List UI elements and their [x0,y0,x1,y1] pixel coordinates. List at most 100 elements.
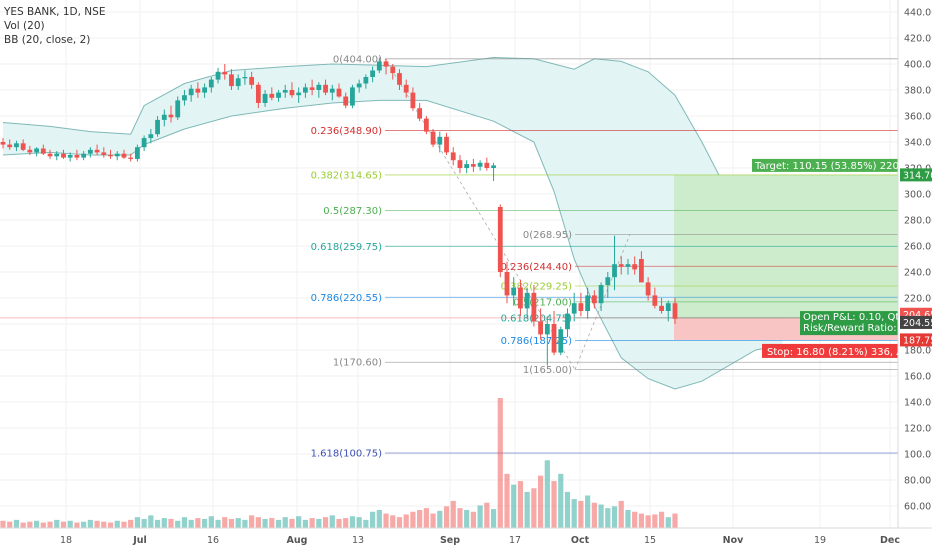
time-axis-tick: 13 [352,535,364,546]
candle-body [390,66,396,74]
stop-label-box [762,343,898,358]
volume-bar [417,509,423,528]
candle-body [430,131,436,145]
pnl-label-box [800,311,898,336]
candle-body [81,153,87,158]
candle-body [518,287,523,309]
candle-body [356,83,362,88]
volume-bar [437,510,443,528]
candle-body [114,153,120,157]
candle-body [417,108,423,119]
candle-body [376,61,382,71]
volume-bar [181,517,188,528]
candle-body [336,88,342,97]
candle-body [202,87,207,93]
risk-reward-label: Risk/Reward Ratio: 6. [803,323,909,334]
volume-bar [202,518,208,528]
candle-body [208,79,214,88]
volume-bar [672,513,678,528]
bollinger-upper-line [2,56,783,252]
candle-body [94,149,100,153]
price-axis-tick: 280.00 [904,216,932,227]
candle-body [329,88,335,93]
candle-body [276,92,281,98]
volume-bar [0,520,6,528]
price-axis-tick: 80.00 [904,476,931,487]
candle-body [235,78,241,87]
volume-bar [598,504,604,528]
volume-bar [269,518,275,528]
candle-body [108,155,113,157]
candle-body [128,157,134,159]
volume-bar [531,488,537,528]
candle-body [161,114,167,120]
fib-level-label: 0(268.95) [523,230,572,241]
volume-bar [538,475,544,528]
price-axis-tick: 400.00 [904,60,932,71]
volume-indicator-label[interactable]: Vol (20) [4,20,45,32]
price-axis-tick: 220.00 [904,294,932,305]
volume-bar [632,511,638,528]
candle-body [249,77,255,85]
candle-body [61,153,66,158]
volume-bar [625,509,631,528]
volume-bar [591,502,597,528]
candle-body [7,144,13,148]
target-label: Target: 110.15 (53.85%) 2203, A [754,161,919,172]
entry-price-tag-box [900,315,932,329]
candle-body [403,84,409,93]
candle-body [457,160,463,168]
price-axis-tick: 340.00 [904,138,932,149]
price-axis-tick: 180.00 [904,346,932,357]
time-axis-tick: Aug [287,535,308,546]
price-axis-tick: 120.00 [904,424,932,435]
volume-bar [464,509,470,528]
volume-bar [504,473,510,528]
volume-bar [645,515,651,528]
volume-bar [128,519,134,528]
volume-bar [665,517,671,528]
candle-body [255,84,261,103]
volume-bar [275,519,282,528]
volume-bar [161,518,167,528]
candle-body [282,90,288,93]
candle-body [135,147,140,159]
fib-level-label: 0.618(204.75) [501,313,573,324]
candle-body [303,87,308,93]
volume-bar [235,518,241,528]
fib-level-label: 0.786(187.25) [501,336,573,347]
bollinger-indicator-label[interactable]: BB (20, close, 2) [4,34,91,46]
volume-bar [94,520,100,528]
candle-body [665,303,671,311]
volume-bar [410,511,416,528]
time-axis-tick: Nov [723,535,744,546]
volume-bar [289,518,295,528]
fib-level-label: 0.236(348.90) [311,126,383,137]
price-axis-tick: 100.00 [904,450,932,461]
fib-level-label: 1.618(100.75) [311,449,383,460]
candle-body [672,303,678,319]
candle-body [168,114,174,118]
volume-bar [544,460,550,528]
candle-body [511,287,517,296]
volume-bar [282,517,288,528]
candle-body [27,149,33,153]
entry-price-tag: 204.55 [903,318,932,329]
volume-bar [34,520,40,528]
fib-trend-line [384,58,576,370]
candle-body [316,84,322,90]
candle-body [14,143,19,148]
candle-body [471,164,476,167]
volume-bar [349,516,356,528]
price-axis-tick: 60.00 [904,502,931,513]
candle-body [551,324,557,353]
candle-body [363,77,369,84]
volume-bar [390,515,396,528]
candle-body [524,292,530,309]
symbol-label[interactable]: YES BANK, 1D, NSE [4,6,106,18]
volume-bar [517,481,524,528]
volume-bar [262,518,268,528]
price-axis-tick: 260.00 [904,242,932,253]
volume-bar [121,521,127,528]
